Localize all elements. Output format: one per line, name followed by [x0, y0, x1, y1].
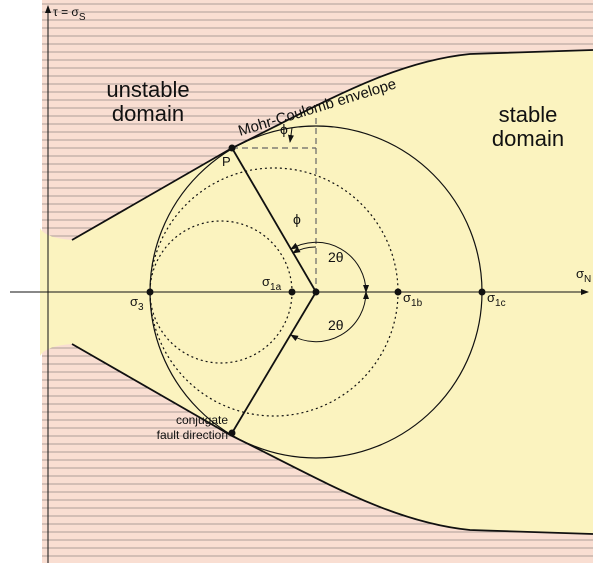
- point: [312, 288, 320, 296]
- two-theta-label: 2θ: [328, 317, 344, 333]
- envelope-upper: [71, 49, 593, 241]
- phi-arrow: [288, 127, 294, 143]
- point: [478, 288, 486, 296]
- point: [146, 288, 154, 296]
- envelope-lower: [71, 343, 593, 535]
- point: [228, 144, 236, 152]
- unstable-label: unstable domain: [106, 77, 189, 126]
- two-theta-label: 2θ: [328, 249, 344, 265]
- phi-label: ϕ: [280, 121, 288, 137]
- two-theta-arc: [290, 284, 370, 343]
- phi-label: ϕ: [293, 211, 301, 227]
- point: [394, 288, 402, 296]
- y-axis-label: τ = σS: [53, 5, 86, 23]
- sigma-label: σ1c: [487, 290, 506, 309]
- x-axis-label: σN: [576, 266, 591, 285]
- points: [146, 144, 486, 437]
- sigma-label: σ1a: [262, 274, 282, 293]
- sigma-label: σ1b: [403, 290, 423, 309]
- point: [228, 429, 236, 437]
- point-p-label: P: [222, 154, 231, 169]
- stable-label: stable domain: [492, 102, 564, 151]
- two-theta-arc: [290, 241, 370, 300]
- conjugate-label: conjugate fault direction: [157, 413, 229, 442]
- sigma-label: σ3: [130, 294, 144, 313]
- point: [288, 288, 296, 296]
